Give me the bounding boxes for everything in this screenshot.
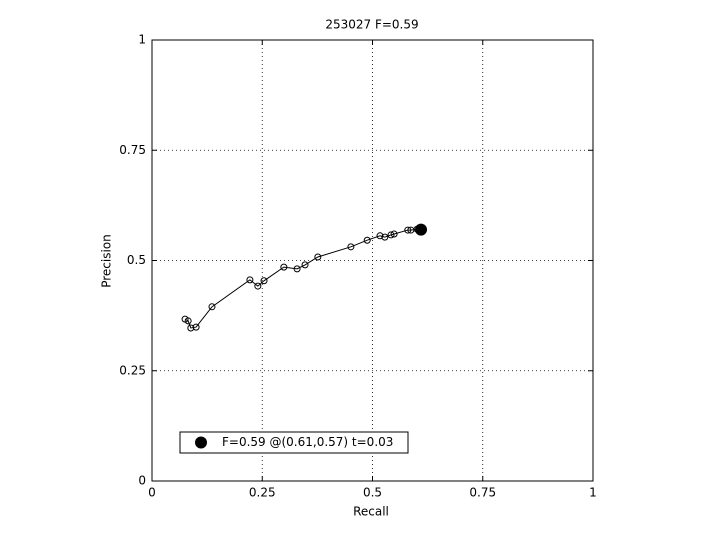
legend: F=0.59 @(0.61,0.57) t=0.03 <box>179 431 409 454</box>
point <box>387 231 395 239</box>
point <box>208 303 216 311</box>
y-tick-label: 0 <box>138 474 146 488</box>
x-tick-label: 0.75 <box>469 486 496 500</box>
x-axis-label: Recall <box>353 505 389 519</box>
x-tick-label: 0 <box>148 486 156 500</box>
point <box>280 263 288 271</box>
y-tick-label: 1 <box>138 33 146 47</box>
point <box>301 261 309 269</box>
point <box>363 236 371 244</box>
y-tick-label: 0.5 <box>127 253 146 267</box>
point <box>254 282 262 290</box>
point <box>192 323 200 331</box>
y-tick-label: 0.25 <box>119 363 146 377</box>
point <box>187 324 195 332</box>
point <box>184 317 192 325</box>
point <box>260 277 268 285</box>
best-point <box>415 223 428 236</box>
x-tick-label: 0.25 <box>249 486 276 500</box>
point <box>376 232 384 240</box>
y-axis-label: Precision <box>100 234 114 288</box>
point <box>390 230 398 238</box>
point <box>246 276 254 284</box>
point <box>381 233 389 241</box>
chart-title: 253027 F=0.59 <box>325 18 418 32</box>
legend-marker <box>195 436 207 449</box>
y-tick-label: 0.75 <box>119 143 146 157</box>
point <box>293 265 301 273</box>
legend-box <box>179 431 409 454</box>
point <box>404 226 412 234</box>
x-tick-label: 1 <box>589 486 597 500</box>
x-tick-label: 0.5 <box>363 486 382 500</box>
point <box>347 243 355 251</box>
line <box>184 228 418 329</box>
legend-label: F=0.59 @(0.61,0.57) t=0.03 <box>222 435 393 449</box>
point <box>314 253 322 261</box>
plot-frame <box>151 39 594 482</box>
